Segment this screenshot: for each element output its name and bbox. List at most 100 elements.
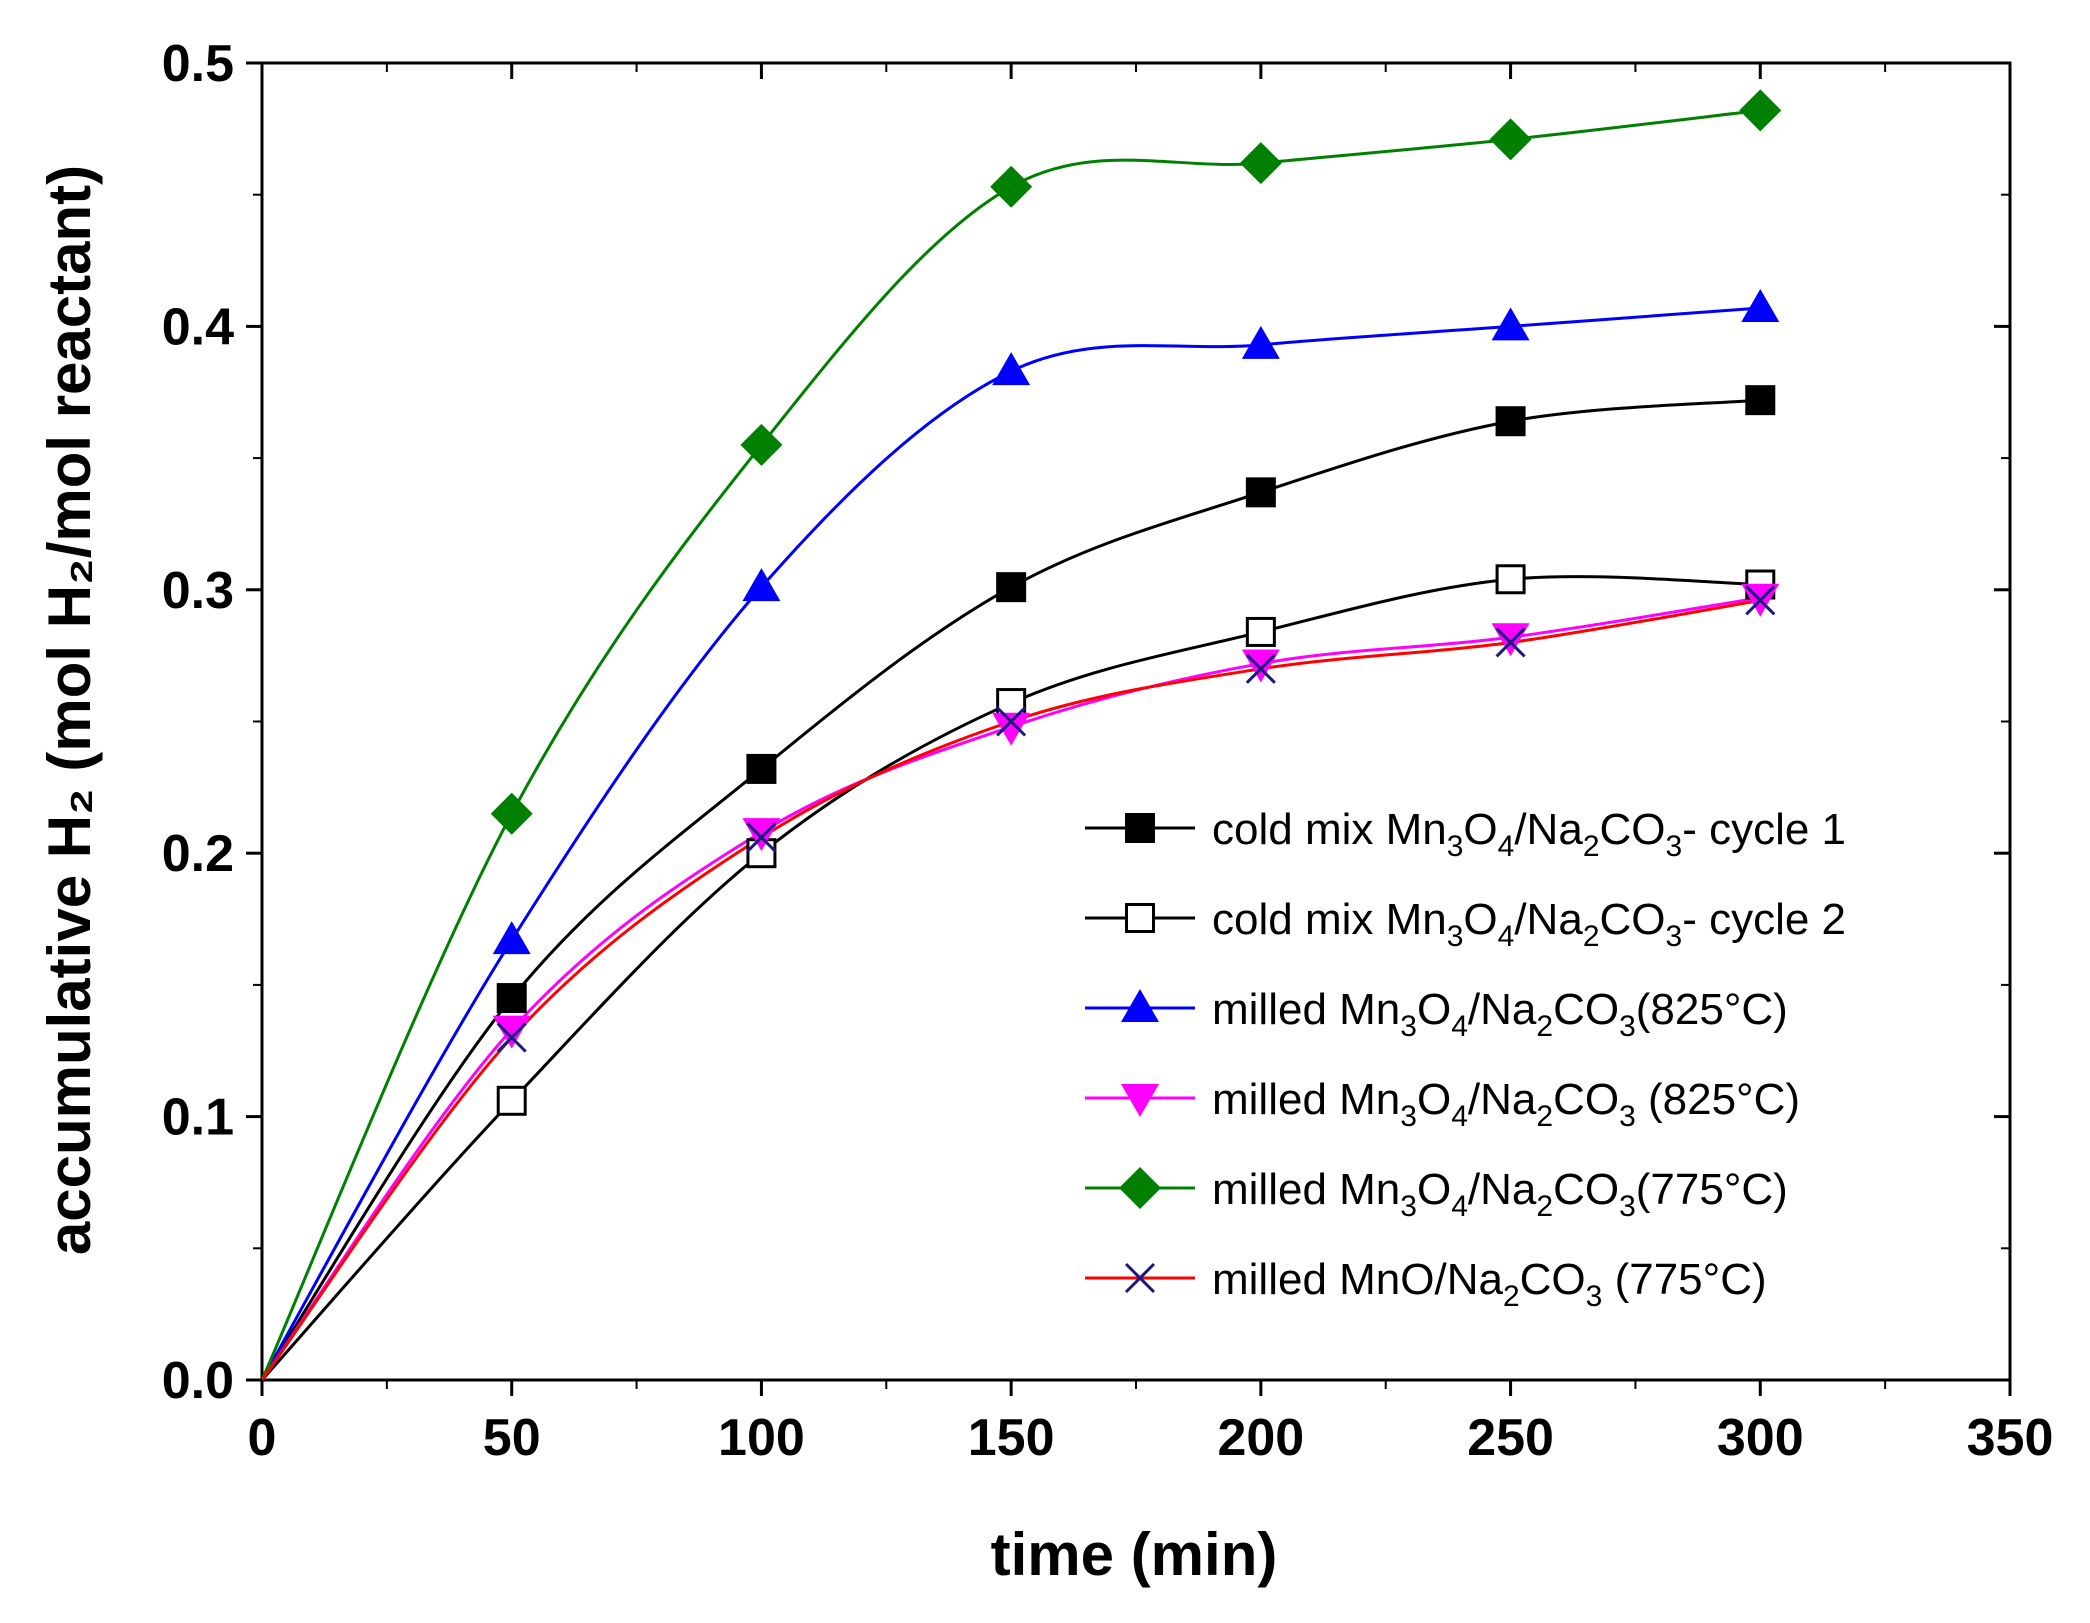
legend-label-part: 4 <box>1498 920 1515 953</box>
legend-label-part: 2 <box>1583 920 1600 953</box>
legend-label-part: 3 <box>1619 1010 1636 1043</box>
y-tick-label: 0.5 <box>162 35 234 93</box>
legend-label-part: 3 <box>1400 1190 1417 1223</box>
x-tick-label: 200 <box>1217 1409 1304 1467</box>
data-point-s3-300 <box>1741 288 1780 322</box>
legend-label-part: 3 <box>1666 830 1683 863</box>
legend-label-part: 3 <box>1400 1100 1417 1133</box>
data-point-s6-300 <box>1745 585 1776 616</box>
legend-label-part: 4 <box>1451 1010 1468 1043</box>
legend-label-2: cold mix Mn3O4/Na2CO3- cycle 2 <box>1212 895 1846 953</box>
y-tick-label: 0.1 <box>162 1089 234 1147</box>
legend-label-part: O <box>1463 805 1497 854</box>
x-tick-label: 300 <box>1717 1409 1804 1467</box>
y-tick-label: 0.3 <box>162 562 234 620</box>
legend-label-part: 2 <box>1536 1010 1553 1043</box>
legend-label-part: cold mix Mn <box>1212 805 1447 854</box>
legend-label-part: CO <box>1600 895 1666 944</box>
series-line-5 <box>260 108 1761 1381</box>
legend-label-part: /Na <box>1468 1075 1537 1124</box>
legend-label-part: CO <box>1600 805 1666 854</box>
legend-label-part: O <box>1417 1165 1451 1214</box>
y-tick-label: 0.2 <box>162 825 234 883</box>
data-point-s5-50 <box>490 792 533 835</box>
y-tick-label: 0.4 <box>162 298 234 356</box>
legend-label-part: 2 <box>1583 830 1600 863</box>
x-tick-label: 250 <box>1467 1409 1554 1467</box>
data-point-s2-50 <box>496 1085 527 1116</box>
legend-label-part: 3 <box>1447 920 1464 953</box>
legend-label-part: (825°C) <box>1636 985 1788 1034</box>
legend-label-part: 2 <box>1536 1100 1553 1133</box>
series-line-1 <box>260 398 1761 1381</box>
x-tick-label: 150 <box>968 1409 1055 1467</box>
data-point-s3-100 <box>742 568 781 602</box>
legend-label-part: milled Mn <box>1212 1075 1400 1124</box>
data-point-s6-100 <box>746 822 777 853</box>
legend-label-part: 3 <box>1447 830 1464 863</box>
x-axis-title: time (min) <box>991 1521 1278 1588</box>
data-point-s4-150 <box>992 712 1031 746</box>
legend-label-part: 4 <box>1498 830 1515 863</box>
data-point-s1-50 <box>496 983 527 1014</box>
data-point-s1-100 <box>746 753 777 784</box>
legend-label-part: (775°C) <box>1602 1255 1766 1304</box>
legend-label-part: O <box>1463 895 1497 944</box>
series-line-6 <box>260 598 1761 1381</box>
legend-label-part: milled Mn <box>1212 1165 1400 1214</box>
legend-label-part: /Na <box>1468 1165 1537 1214</box>
legend-label-part: 4 <box>1451 1190 1468 1223</box>
legend-marker-4 <box>1121 1084 1159 1117</box>
legend-marker-1 <box>1125 813 1155 843</box>
data-point-s6-50 <box>496 1022 527 1053</box>
data-point-s6-250 <box>1495 627 1526 658</box>
legend-label-part: 3 <box>1619 1190 1636 1223</box>
data-point-s3-250 <box>1491 307 1530 341</box>
legend-label-part: O <box>1417 985 1451 1034</box>
data-point-s5-150 <box>990 165 1033 208</box>
legend-label-part: milled MnO/Na <box>1212 1255 1503 1304</box>
legend-label-part: /Na <box>1514 895 1583 944</box>
legend-label-part: (825°C) <box>1636 1075 1800 1124</box>
data-point-s6-150 <box>996 706 1027 737</box>
legend-label-3: milled Mn3O4/Na2CO3(825°C) <box>1212 985 1788 1043</box>
legend-label-part: 3 <box>1586 1280 1603 1313</box>
legend-label-part: (775°C) <box>1636 1165 1788 1214</box>
legend-label-part: 2 <box>1503 1280 1520 1313</box>
legend-label-part: /Na <box>1514 805 1583 854</box>
legend-label-part: CO <box>1553 1165 1619 1214</box>
legend-marker-6 <box>1124 1262 1156 1294</box>
legend-marker-2 <box>1125 903 1155 933</box>
series-markers <box>490 89 1782 1116</box>
data-point-s3-200 <box>1241 325 1280 359</box>
data-point-s5-300 <box>1739 89 1782 132</box>
data-point-s5-250 <box>1489 118 1532 161</box>
legend-label-part: 3 <box>1619 1100 1636 1133</box>
data-point-s6-200 <box>1245 653 1276 684</box>
legend-label-1: cold mix Mn3O4/Na2CO3- cycle 1 <box>1212 805 1846 863</box>
data-point-s2-200 <box>1245 616 1276 647</box>
data-point-s5-200 <box>1239 142 1282 185</box>
legend-label-4: milled Mn3O4/Na2CO3 (825°C) <box>1212 1075 1800 1133</box>
legend-label-part: 4 <box>1451 1100 1468 1133</box>
legend-label-part: 3 <box>1400 1010 1417 1043</box>
data-point-s1-200 <box>1245 477 1276 508</box>
data-point-s2-250 <box>1495 564 1526 595</box>
legend-label-part: milled Mn <box>1212 985 1400 1034</box>
x-tick-label: 0 <box>248 1409 277 1467</box>
data-point-s1-150 <box>996 572 1027 603</box>
data-point-s1-250 <box>1495 406 1526 437</box>
x-tick-label: 100 <box>718 1409 805 1467</box>
legend-label-part: /Na <box>1468 985 1537 1034</box>
legend-marker-3 <box>1121 989 1159 1022</box>
legend-label-part: O <box>1417 1075 1451 1124</box>
series-line-3 <box>260 306 1761 1381</box>
legend-label-part: CO <box>1520 1255 1586 1304</box>
x-tick-label: 350 <box>1967 1409 2054 1467</box>
x-tick-label: 50 <box>483 1409 541 1467</box>
axis-ticks: 0 50 100 150 200 250 300 350 0.0 0.1 0.2 0.3 0.4 0.5 <box>162 35 2054 1467</box>
legend-label-part: 2 <box>1536 1190 1553 1223</box>
data-point-s5-100 <box>740 423 783 466</box>
legend-label-6: milled MnO/Na2CO3 (775°C) <box>1212 1255 1767 1313</box>
